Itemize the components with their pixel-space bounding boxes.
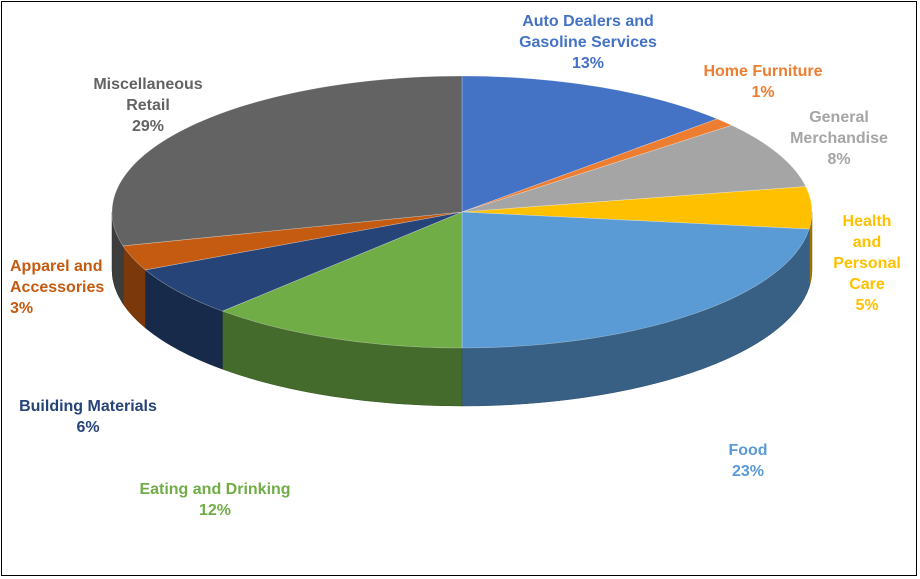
slice-general-merchandise	[461, 124, 807, 213]
pie-tops	[111, 75, 813, 349]
slice-eating-and-drinking	[221, 211, 463, 349]
label-percent: 6%	[76, 419, 99, 436]
label-name-line: Auto Dealers and	[522, 13, 654, 30]
label-name-line: General	[809, 109, 869, 126]
slice-auto-dealers-and-gasoline-services	[461, 75, 718, 213]
slice-building-materials	[144, 211, 463, 312]
data-label-auto-dealers-and-gasoline-services: Auto Dealers and Gasoline Services 13%	[519, 13, 657, 72]
label-name-line: Home Furniture	[703, 63, 822, 80]
data-label-food: Food 23%	[728, 442, 767, 480]
label-name-line: Care	[849, 276, 885, 293]
data-label-miscellaneous-retail: Miscellaneous Retail 29%	[93, 76, 202, 135]
data-label-apparel-and-accessories: Apparel and Accessories 3%	[10, 258, 104, 317]
label-percent: 12%	[199, 502, 231, 519]
slice-miscellaneous-retail	[111, 75, 463, 247]
label-name-line: Merchandise	[790, 130, 888, 147]
label-name-line: Miscellaneous	[93, 76, 202, 93]
label-name-line: Eating and Drinking	[139, 481, 290, 498]
label-percent: 29%	[132, 118, 164, 135]
label-percent: 23%	[732, 463, 764, 480]
data-label-health-and-personal-care: Health and Personal Care 5%	[833, 213, 901, 314]
label-name-line: Accessories	[10, 279, 104, 296]
label-percent: 3%	[10, 300, 33, 317]
slice-food	[461, 211, 810, 349]
label-percent: 8%	[827, 151, 850, 168]
data-label-building-materials: Building Materials 6%	[19, 398, 157, 436]
label-name-line: Personal	[833, 255, 901, 272]
slice-home-furniture	[461, 118, 733, 213]
label-percent: 5%	[855, 297, 878, 314]
data-label-general-merchandise: General Merchandise 8%	[790, 109, 888, 168]
label-name-line: Health	[843, 213, 892, 230]
label-name-line: Gasoline Services	[519, 34, 657, 51]
pie-sides	[111, 211, 813, 407]
slice-apparel-and-accessories	[122, 211, 463, 271]
data-label-eating-and-drinking: Eating and Drinking 12%	[139, 481, 290, 519]
label-percent: 13%	[572, 55, 604, 72]
label-name-line: Food	[728, 442, 767, 459]
label-percent: 1%	[751, 84, 774, 101]
pie-labels: Auto Dealers and Gasoline Services 13% Home…	[10, 13, 901, 519]
label-name-line: Building Materials	[19, 398, 157, 415]
label-name-line: Apparel and	[10, 258, 102, 275]
label-name-line: and	[853, 234, 881, 251]
slice-health-and-personal-care	[461, 186, 813, 230]
label-name-line: Retail	[126, 97, 170, 114]
data-label-home-furniture: Home Furniture 1%	[703, 63, 822, 101]
